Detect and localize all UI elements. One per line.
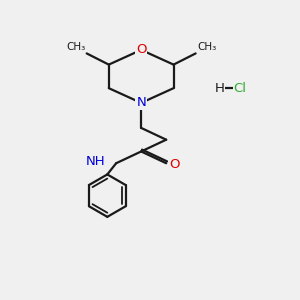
Text: O: O (169, 158, 180, 171)
Text: CH₃: CH₃ (197, 42, 216, 52)
Text: N: N (136, 96, 146, 110)
Text: H: H (214, 82, 224, 95)
Text: CH₃: CH₃ (66, 42, 85, 52)
Text: O: O (136, 44, 146, 56)
Text: Cl: Cl (233, 82, 246, 95)
Text: NH: NH (86, 155, 106, 168)
